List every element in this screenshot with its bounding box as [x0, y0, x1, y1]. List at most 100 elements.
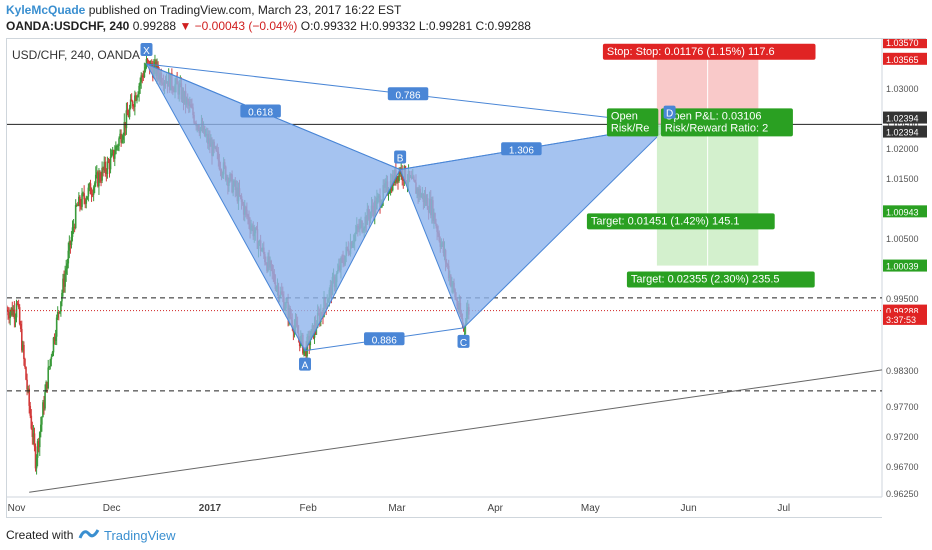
tradingview-brand[interactable]: TradingView [104, 528, 176, 543]
candle-body [28, 388, 30, 406]
pattern-point-bg [663, 105, 676, 119]
ratio-label-bg [501, 142, 542, 156]
ratio-label-text: 1.306 [509, 145, 534, 156]
pattern-point-D: D [663, 105, 676, 120]
candle-body [128, 108, 131, 117]
y-tick: 0.96700 [886, 462, 919, 472]
author-link[interactable]: KyleMcQuade [6, 3, 86, 17]
candle-body [35, 457, 38, 469]
y-tick-bg [883, 111, 927, 124]
candle-body [45, 381, 47, 393]
candle-body [70, 236, 73, 245]
candle-body [81, 193, 83, 207]
candle-body [82, 193, 84, 195]
candle-body [40, 424, 42, 433]
candle-body [13, 309, 16, 319]
candle-body [98, 173, 100, 187]
candle-body [112, 150, 115, 159]
candle-body [85, 199, 88, 204]
candle-body [25, 367, 27, 380]
stop-label: Stop: Stop: 0.01176 (1.15%) 117.6 [602, 43, 816, 60]
candle-body [127, 115, 130, 117]
candle-body [16, 303, 19, 305]
ratio-label-3: 0.886 [364, 332, 405, 346]
y-tick: 0.99500 [886, 294, 919, 304]
candle-body [143, 70, 146, 78]
candle-body [72, 226, 75, 228]
candle-body [51, 352, 54, 357]
candle-body [60, 301, 62, 312]
candle-body [17, 303, 20, 308]
candle-body [24, 359, 26, 368]
candle-body [145, 58, 148, 67]
candle-body [67, 250, 70, 264]
candle-body [73, 226, 76, 228]
candle-body [398, 170, 400, 181]
target2-label-bg [626, 271, 815, 288]
candle-body [38, 432, 41, 448]
candle-body [100, 179, 102, 181]
candle-body [139, 82, 141, 86]
candle-body [105, 171, 108, 174]
y-tick: 0.98300 [886, 366, 919, 376]
open-label-b-text: Open P&L: 0.03106 [665, 110, 762, 122]
y-tick: 0.97700 [886, 402, 919, 412]
candle-body [117, 145, 119, 147]
candle-body [71, 227, 74, 237]
candle-body [88, 183, 91, 188]
candle-body [107, 161, 110, 163]
y-tick: 1.03565 [886, 55, 919, 65]
chart-header: KyleMcQuade published on TradingView.com… [0, 0, 932, 38]
candle-body [44, 392, 46, 409]
candle-body [31, 428, 34, 437]
candle-body [62, 278, 64, 293]
candle-body [150, 63, 153, 69]
candlestick-chart[interactable]: Stop: Stop: 0.01176 (1.15%) 117.6 Target:… [7, 39, 927, 519]
open-label-b-text: Risk/Reward Ratio: 2 [665, 122, 768, 134]
candle-body [106, 161, 109, 174]
target2-label-text: Target: 0.02355 (2.30%) 235.5 [631, 274, 780, 286]
open-label-b-bg [660, 108, 793, 137]
chart-symbol-label: USD/CHF, 240, OANDA [12, 48, 141, 62]
candle-body [52, 337, 55, 353]
symbol-text: OANDA:USDCHF, 240 [6, 19, 130, 33]
chart-area[interactable]: Stop: Stop: 0.01176 (1.15%) 117.6 Target:… [6, 38, 927, 519]
y-tick: 1.00943 [886, 207, 919, 217]
candle-body [33, 433, 36, 447]
candle-body [402, 179, 405, 181]
y-tick-bg [883, 39, 927, 49]
candle-body [103, 161, 106, 171]
candle-body [56, 311, 59, 318]
y-tick: 0.96250 [886, 489, 919, 499]
candle-body [77, 204, 79, 206]
y-tick-bg [883, 52, 927, 65]
candle-body [104, 161, 107, 172]
candle-body [136, 96, 138, 101]
candle-body [110, 153, 113, 157]
y-tick: 0.99288 [886, 307, 919, 317]
candle-body [59, 311, 61, 313]
candle-body [49, 359, 52, 367]
publish-line: KyleMcQuade published on TradingView.com… [6, 3, 401, 17]
candle-body [54, 336, 57, 341]
candle-body [97, 172, 99, 187]
open-label-a-bg [606, 108, 659, 137]
ratio-label-bg [364, 332, 405, 346]
candle-body [63, 278, 65, 287]
x-tick-2017: 2017 [199, 503, 222, 514]
candle-body [43, 402, 45, 409]
candle-body [86, 196, 89, 200]
candle-body [131, 101, 134, 107]
pattern-point-A: A [299, 357, 312, 372]
candle-body [75, 204, 78, 206]
price-axis [882, 39, 927, 519]
candle-body [12, 309, 15, 316]
candle-body [84, 199, 87, 204]
candle-body [146, 58, 149, 61]
pattern-point-text: D [666, 109, 673, 120]
quote-line: OANDA:USDCHF, 240 0.99288 ▼ −0.00043 (−0… [6, 19, 531, 33]
candle-body [42, 402, 44, 418]
y-tick: 1.02394 [886, 128, 919, 138]
pattern-point-text: A [302, 361, 309, 372]
y-tick: 3:37:53 [886, 315, 916, 325]
